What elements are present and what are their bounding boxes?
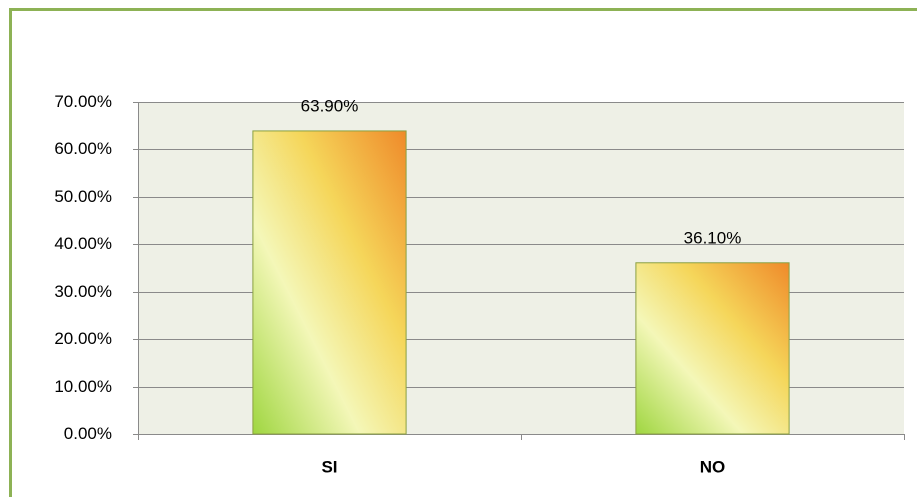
bar xyxy=(252,130,407,435)
y-tick-label: 20.00% xyxy=(54,329,112,348)
y-tick-label: 30.00% xyxy=(54,282,112,301)
y-tick-label: 60.00% xyxy=(54,139,112,158)
frame xyxy=(9,8,917,497)
data-label: 63.90% xyxy=(301,96,359,115)
x-tick-label: NO xyxy=(700,457,726,476)
x-tick-label: SI xyxy=(321,457,337,476)
data-label: 36.10% xyxy=(684,228,742,247)
y-tick-label: 0.00% xyxy=(64,424,112,443)
y-tick-label: 40.00% xyxy=(54,234,112,253)
bar xyxy=(635,262,790,435)
y-tick-label: 70.00% xyxy=(54,92,112,111)
y-tick-label: 50.00% xyxy=(54,187,112,206)
y-tick-label: 10.00% xyxy=(54,377,112,396)
